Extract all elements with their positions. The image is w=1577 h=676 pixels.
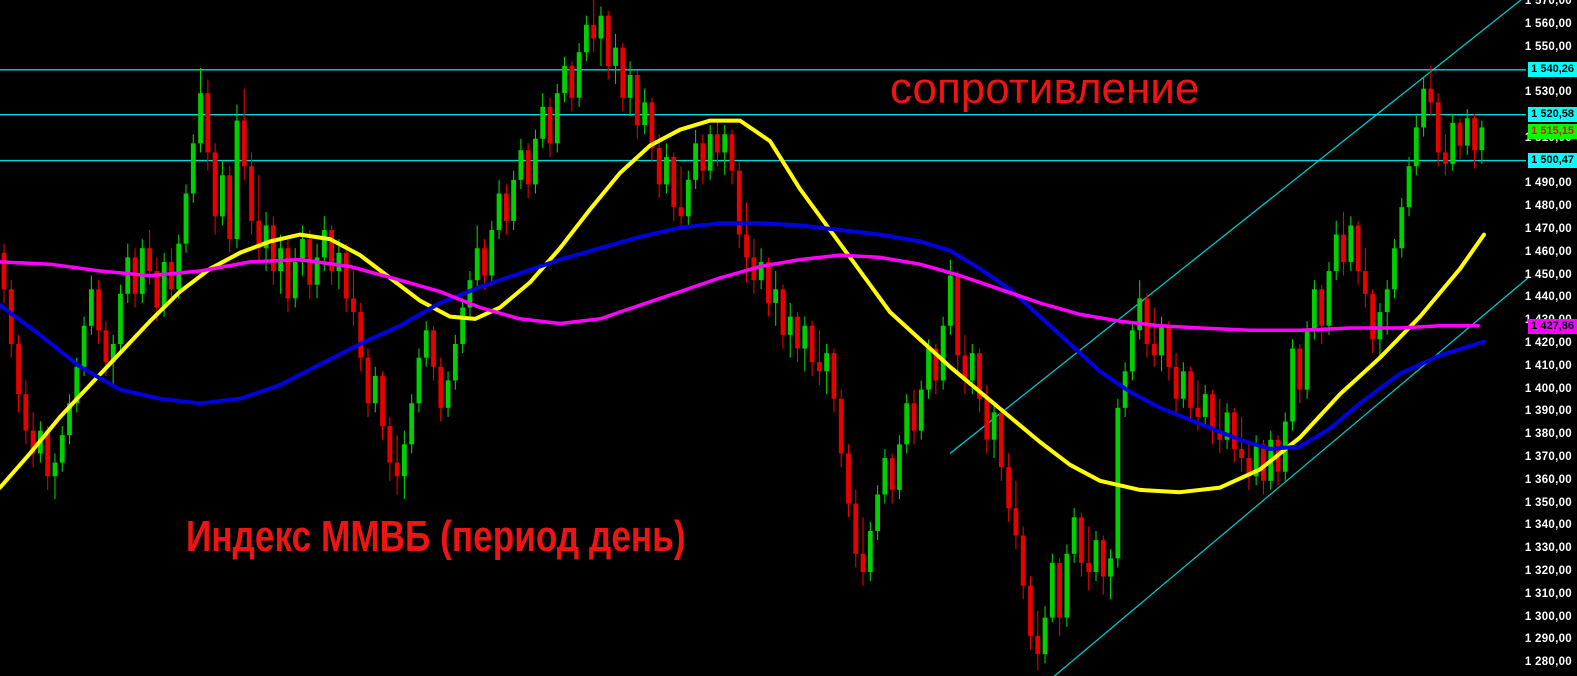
trend-channel-line[interactable] xyxy=(1048,277,1529,676)
resistance-annotation: сопротивление xyxy=(890,64,1200,113)
ma-mid-blue xyxy=(0,221,1486,451)
ma-fast-yellow xyxy=(0,118,1486,495)
resistance-level-lines[interactable] xyxy=(0,69,1526,162)
candles-layer xyxy=(1,0,1485,671)
ma-slow-magenta xyxy=(0,253,1480,333)
chart-title: Индекс ММВБ (период день) xyxy=(186,512,686,561)
